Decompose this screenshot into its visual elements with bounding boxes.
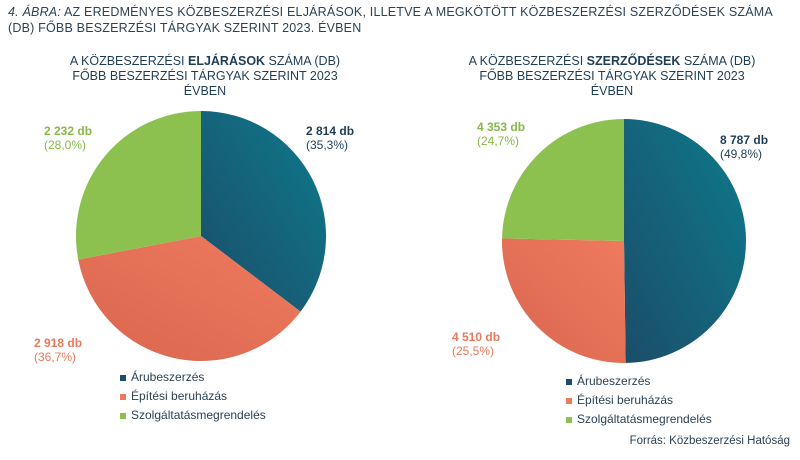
label-percent: (36,7%) [34, 350, 77, 364]
label-count: 2 918 db [34, 336, 83, 350]
source-note: Forrás: Közbeszerzési Hatóság [629, 435, 790, 447]
chart-szerzodesek: A közbeszerzési szerződések száma (db) f… [400, 54, 800, 434]
label-count: 4 353 db [477, 120, 526, 134]
chart-title-bold: eljárások [187, 54, 266, 68]
legend-item-arubeszerzes: Árubeszerzés [120, 368, 266, 387]
pie-chart [502, 119, 746, 363]
label-epitesi: 2 918 db (36,7%) [34, 336, 82, 364]
slice-arubeszerzes [201, 111, 327, 312]
label-arubeszerzes: 8 787 db (49,8%) [720, 133, 768, 161]
label-count: 4 510 db [452, 330, 501, 344]
label-percent: (49,8%) [720, 147, 763, 161]
slice-epitesi [502, 238, 626, 363]
chart-title: A közbeszerzési eljárások száma (db) főb… [69, 54, 341, 98]
label-percent: (24,7%) [477, 134, 520, 148]
figure-title-text: Az eredményes közbeszerzési eljárások, i… [8, 5, 773, 35]
legend-item-epitesi: Építési beruházás [566, 391, 712, 410]
chart-eljarasok: A közbeszerzési eljárások száma (db) főb… [0, 54, 400, 434]
label-percent: (28,0%) [44, 138, 87, 152]
pie-chart [76, 111, 327, 362]
legend-swatch [566, 416, 572, 423]
legend-item-szolgaltatas: Szolgáltatásmegrendelés [120, 406, 266, 425]
chart-title-bold: szerződések [586, 54, 681, 68]
label-count: 2 232 db [44, 124, 93, 138]
label-percent: (35,3%) [306, 138, 349, 152]
label-count: 2 814 db [306, 124, 355, 138]
label-szolgaltatas: 4 353 db (24,7%) [477, 120, 525, 148]
legend-swatch [120, 374, 126, 381]
label-szolgaltatas: 2 232 db (28,0%) [44, 124, 92, 152]
slice-szolgaltatas [76, 111, 201, 260]
chart-legend: Árubeszerzés Építési beruházás Szolgálta… [566, 372, 712, 429]
legend-swatch [120, 412, 126, 419]
label-arubeszerzes: 2 814 db (35,3%) [306, 124, 354, 152]
legend-item-szolgaltatas: Szolgáltatásmegrendelés [566, 410, 712, 429]
chart-legend: Árubeszerzés Építési beruházás Szolgálta… [120, 368, 266, 425]
figure-title: 4. ábra: Az eredményes közbeszerzési elj… [8, 4, 792, 36]
legend-item-epitesi: Építési beruházás [120, 387, 266, 406]
slice-arubeszerzes [624, 119, 746, 363]
legend-swatch [120, 393, 126, 400]
legend-item-arubeszerzes: Árubeszerzés [566, 372, 712, 391]
slice-epitesi [78, 236, 301, 362]
legend-swatch [566, 378, 572, 385]
figure-number: 4. ábra: [8, 5, 62, 19]
chart-title: A közbeszerzési szerződések száma (db) f… [468, 54, 756, 98]
label-epitesi: 4 510 db (25,5%) [452, 330, 500, 358]
label-count: 8 787 db [720, 133, 769, 147]
slice-szolgaltatas [502, 119, 624, 241]
legend-swatch [566, 397, 572, 404]
label-percent: (25,5%) [452, 344, 495, 358]
